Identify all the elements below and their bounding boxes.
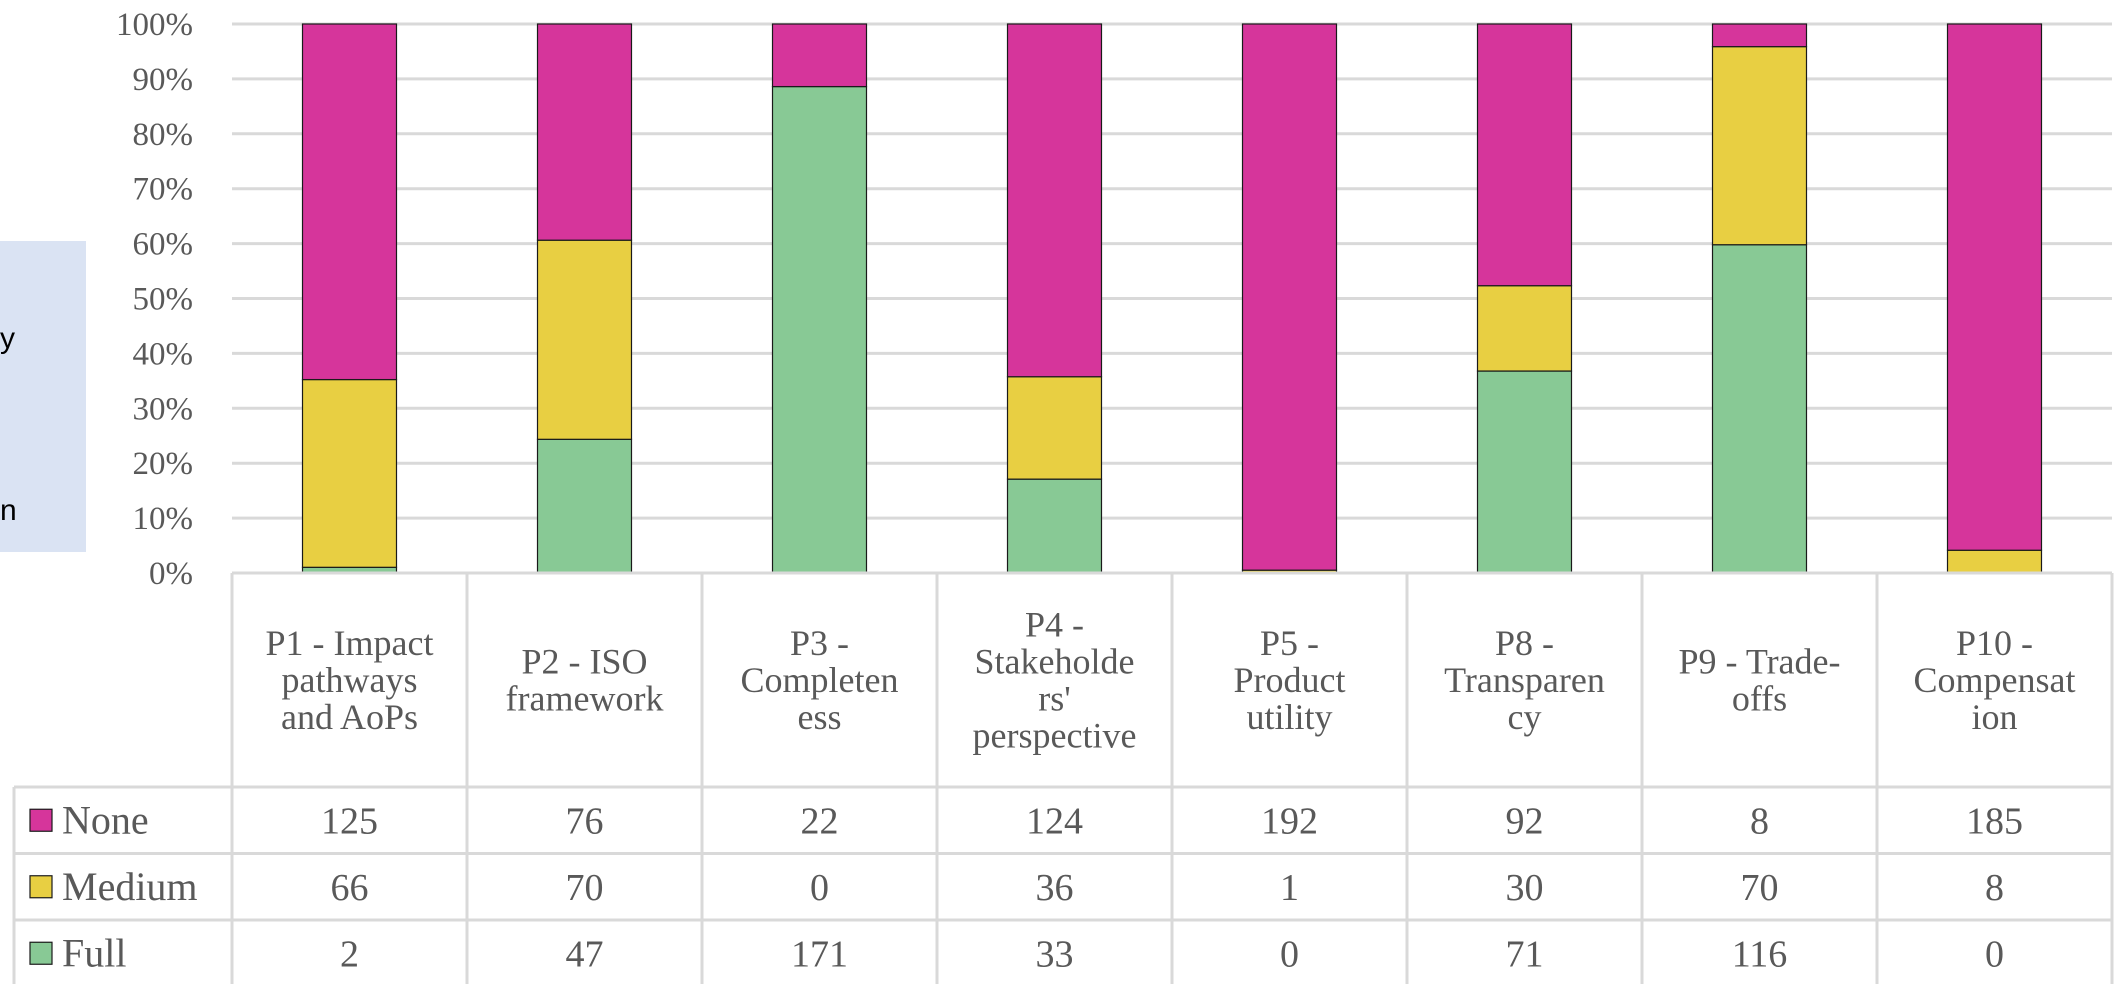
y-tick-label: 0% — [149, 556, 193, 592]
bar-segment-none — [301, 23, 398, 381]
table-value: 192 — [1261, 800, 1318, 842]
category-label: offs — [1732, 679, 1787, 719]
table-value: 47 — [566, 933, 604, 975]
bar-segment-full — [536, 438, 633, 574]
bar-segment-medium — [1711, 46, 1808, 246]
category-label: ion — [1971, 697, 2017, 737]
category-label: P10 - — [1956, 623, 2033, 663]
legend-label: None — [62, 797, 149, 842]
bar-segment-full — [1476, 370, 1573, 574]
gridlines — [232, 22, 2112, 575]
table-value: 124 — [1026, 800, 1083, 842]
bar-segment-none — [536, 23, 633, 241]
bar-segment-none — [1476, 23, 1573, 287]
side-panel-text-bottom: n — [0, 494, 17, 527]
table-value: 30 — [1506, 867, 1544, 909]
category-label: ess — [798, 697, 842, 737]
side-panel: y n — [0, 241, 86, 552]
bar-segment-medium — [1006, 376, 1103, 480]
table-value: 22 — [801, 800, 839, 842]
table-value: 125 — [321, 800, 378, 842]
category-label: cy — [1508, 697, 1542, 737]
y-tick-label: 10% — [133, 501, 194, 537]
category-label: Compensat — [1914, 660, 2076, 700]
category-label: framework — [506, 679, 664, 719]
category-label: perspective — [973, 716, 1137, 756]
table-value: 185 — [1966, 800, 2023, 842]
bar-segment-medium — [1946, 549, 2043, 574]
bar-segment-none — [1711, 23, 1808, 48]
table-value: 8 — [1985, 867, 2004, 909]
y-tick-label: 80% — [133, 117, 194, 153]
bar-segment-none — [1241, 23, 1338, 571]
legend-key-full — [29, 941, 53, 965]
table-value: 66 — [331, 867, 369, 909]
category-label: P4 - — [1025, 605, 1084, 645]
category-label: P3 - — [790, 623, 849, 663]
table-value: 1 — [1280, 867, 1299, 909]
y-tick-label: 50% — [133, 282, 194, 318]
category-label: Product — [1234, 660, 1346, 700]
y-tick-label: 70% — [133, 172, 194, 208]
bar-segment-none — [771, 23, 868, 88]
table-value: 70 — [1741, 867, 1779, 909]
table-value: 36 — [1036, 867, 1074, 909]
y-tick-label: 60% — [133, 227, 194, 263]
y-tick-label: 90% — [133, 62, 194, 98]
bar-segment-medium — [536, 239, 633, 440]
category-label: Stakeholde — [975, 642, 1135, 682]
bar-segment-none — [1946, 23, 2043, 551]
table-value: 0 — [810, 867, 829, 909]
side-panel-text-top: y — [0, 322, 15, 355]
table-value: 33 — [1036, 933, 1074, 975]
category-label: pathways — [282, 660, 418, 700]
y-tick-label: 20% — [133, 446, 194, 482]
table-value: 71 — [1506, 933, 1544, 975]
table-value: 116 — [1732, 933, 1788, 975]
table-value: 70 — [566, 867, 604, 909]
bar-segment-full — [1006, 478, 1103, 574]
bar-segment-medium — [301, 378, 398, 568]
category-label: P9 - Trade- — [1678, 642, 1840, 682]
bar-segment-medium — [1476, 285, 1573, 372]
table-value: 0 — [1985, 933, 2004, 975]
y-tick-label: 100% — [116, 7, 193, 43]
legend-label: Medium — [62, 864, 198, 909]
category-label: P2 - ISO — [521, 642, 647, 682]
bar-segment-full — [1711, 244, 1808, 574]
category-label: P1 - Impact — [266, 623, 434, 663]
bar-segment-none — [1006, 23, 1103, 378]
category-label: and AoPs — [281, 697, 418, 737]
y-tick-label: 30% — [133, 391, 194, 427]
table-value: 0 — [1280, 933, 1299, 975]
legend-key-medium — [29, 875, 53, 899]
table-value: 92 — [1506, 800, 1544, 842]
category-label: rs' — [1038, 679, 1070, 719]
category-label: Completen — [741, 660, 899, 700]
bars — [301, 23, 2043, 574]
category-label: utility — [1246, 697, 1332, 737]
category-label: P5 - — [1260, 623, 1319, 663]
legend-label: Full — [62, 930, 126, 975]
table-value: 8 — [1750, 800, 1769, 842]
table-value: 2 — [340, 933, 359, 975]
legend-key-none — [29, 808, 53, 832]
category-label: Transparen — [1444, 660, 1605, 700]
y-axis-ticks: 0% 10% 20% 30% 40% 50% 60% 70% 80% 90% 100% — [116, 7, 193, 592]
y-tick-label: 40% — [133, 336, 194, 372]
category-label: P8 - — [1495, 623, 1554, 663]
bar-segment-full — [771, 85, 868, 574]
table-value: 171 — [791, 933, 848, 975]
table-value: 76 — [566, 800, 604, 842]
